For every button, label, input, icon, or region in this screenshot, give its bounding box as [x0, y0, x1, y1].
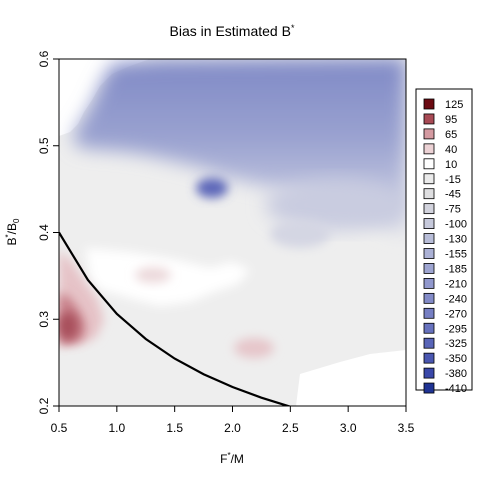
heatmap-red-core: [59, 312, 78, 340]
legend-swatch: [423, 218, 435, 230]
legend-label: -240: [445, 293, 467, 305]
legend-label: -100: [445, 219, 467, 231]
x-axis-label: F*/M: [220, 451, 244, 466]
legend-label: -325: [445, 338, 467, 350]
legend-swatch: [423, 322, 435, 334]
legend-label: -380: [445, 368, 467, 380]
y-axis-label: B*/B0: [4, 218, 21, 245]
legend-label: 10: [445, 159, 457, 171]
x-tick-label: 2.0: [224, 421, 241, 435]
legend-label: -295: [445, 323, 467, 335]
x-tick-label: 3.0: [340, 421, 357, 435]
boundary-curve: [59, 231, 292, 406]
y-tick-label: 0.6: [37, 50, 51, 67]
legend-label: -130: [445, 234, 467, 246]
legend-label: -410: [445, 383, 467, 395]
legend-swatch: [423, 367, 435, 379]
legend-swatch: [423, 113, 435, 125]
heatmap-light-blue-lobe-2: [270, 220, 330, 248]
x-tick-label: 2.5: [282, 421, 299, 435]
legend-swatch: [423, 203, 435, 215]
legend-label: -350: [445, 353, 467, 365]
y-tick-label: 0.5: [37, 137, 51, 154]
legend: 125 95 65 40 10 -15 -45 -75 -100 -130 -155 -185 -210…: [415, 88, 473, 395]
legend-label: 40: [445, 144, 457, 156]
legend-swatch: [423, 98, 435, 110]
legend-label: -45: [445, 189, 461, 201]
legend-label: -270: [445, 308, 467, 320]
x-tick-label: 1.5: [166, 421, 183, 435]
legend-swatch: [423, 307, 435, 319]
y-axis: 0.2 0.3 0.4 0.5 0.6: [37, 50, 59, 414]
legend-swatch: [423, 158, 435, 170]
legend-swatch: [423, 263, 435, 274]
legend-label: -210: [445, 278, 467, 290]
heatmap-pink-spot: [135, 267, 171, 283]
legend-swatch: [423, 128, 435, 140]
legend-label: 125: [445, 99, 463, 111]
legend-label: 65: [445, 129, 457, 141]
heatmap-light-blue-lobe: [265, 179, 405, 231]
legend-swatch: [423, 352, 435, 364]
y-tick-label: 0.4: [37, 224, 51, 241]
legend-swatch: [423, 188, 435, 200]
legend-label: -15: [445, 174, 461, 186]
legend-swatch: [423, 233, 435, 244]
x-tick-label: 3.5: [398, 421, 415, 435]
x-tick-label: 1.0: [108, 421, 125, 435]
legend-swatch: [423, 292, 435, 304]
heatmap-blue-spot: [196, 178, 228, 198]
chart-title: Bias in Estimated B*: [170, 23, 295, 39]
legend-label: -185: [445, 263, 467, 275]
x-tick-label: 0.5: [51, 421, 68, 435]
legend-label: 95: [445, 114, 457, 126]
legend-swatch: [423, 337, 435, 349]
y-tick-label: 0.3: [37, 311, 51, 328]
legend-swatch: [423, 382, 435, 394]
legend-label: -75: [445, 204, 461, 216]
legend-swatch: [423, 248, 435, 259]
legend-label: -155: [445, 249, 467, 261]
legend-swatch: [423, 173, 435, 185]
x-axis: 0.5 1.0 1.5 2.0 2.5 3.0 3.5: [51, 406, 415, 435]
heatmap-field: [59, 59, 406, 406]
heatmap-bottom-white-area: [296, 350, 406, 406]
heatmap-pink-spot-lower: [234, 338, 274, 358]
legend-swatch: [423, 143, 435, 155]
legend-swatch: [423, 277, 435, 289]
y-tick-label: 0.2: [37, 397, 51, 414]
heatmap-blank-region: [59, 59, 150, 136]
